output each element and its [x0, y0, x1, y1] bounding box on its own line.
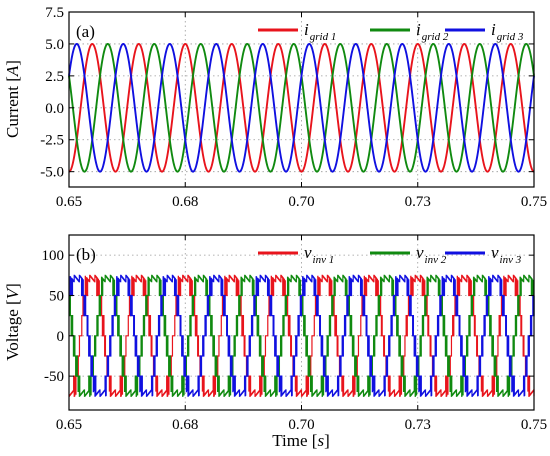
x-tick-label: 0.68 — [172, 417, 198, 433]
y-tick-label: 2.5 — [45, 69, 64, 85]
x-tick-label: 0.70 — [288, 417, 314, 433]
y-tick-label: 100 — [42, 248, 65, 264]
x-tick-label: 0.75 — [521, 194, 547, 210]
x-tick-label: 0.70 — [288, 194, 314, 210]
panel-a-frame — [69, 12, 534, 187]
panel-a-legend: igrid 1 igrid 2 igrid 3 — [258, 20, 524, 43]
panel-a-ylabel: Current [A] — [3, 60, 22, 138]
y-tick-label: -2.5 — [40, 133, 64, 149]
panel-a-series — [68, 42, 535, 173]
legend-label-3: igrid 3 — [491, 20, 524, 43]
x-tick-label: 0.75 — [521, 417, 547, 433]
y-tick-label: 5.0 — [45, 37, 64, 53]
legend-label-1: vinv 1 — [304, 243, 334, 266]
y-tick-label: -5.0 — [40, 165, 64, 181]
panel-a-label: (a) — [76, 22, 95, 41]
panel-b: 0.65 0.68 0.70 0.73 0.75 -50 0 50 100 (b) Voltag… — [3, 234, 547, 450]
panel-b-ylabel: Voltage [V] — [3, 283, 22, 361]
y-tick-label: 0.0 — [45, 101, 64, 117]
series-line-3 — [68, 42, 535, 173]
legend-label-2: igrid 2 — [416, 20, 449, 43]
panel-b-frame — [69, 235, 534, 410]
x-tick-label: 0.73 — [405, 194, 431, 210]
panel-b-legend: vinv 1 vinv 2 vinv 3 — [258, 243, 522, 266]
y-tick-label: 7.5 — [45, 5, 64, 21]
panel-a-ticks: 0.65 0.68 0.70 0.73 0.75 -5.0 -2.5 0.0 2.5 5.0 7.5 — [40, 5, 547, 210]
panel-b-series — [68, 274, 535, 397]
legend-label-1: igrid 1 — [304, 20, 336, 43]
x-tick-label: 0.73 — [405, 417, 431, 433]
x-tick-label: 0.68 — [172, 194, 198, 210]
legend-label-3: vinv 3 — [491, 243, 522, 266]
legend-label-2: vinv 2 — [416, 243, 447, 266]
panel-a: 0.65 0.68 0.70 0.73 0.75 -5.0 -2.5 0.0 2.5 5.0 7.5… — [3, 5, 547, 210]
panel-b-label: (b) — [76, 245, 96, 264]
panel-b-ticks: 0.65 0.68 0.70 0.73 0.75 -50 0 50 100 — [42, 235, 547, 433]
y-tick-label: 0 — [57, 329, 65, 345]
panel-b-xlabel: Time [s] — [272, 431, 330, 450]
x-tick-label: 0.65 — [56, 417, 82, 433]
x-tick-label: 0.65 — [56, 194, 82, 210]
y-tick-label: -50 — [44, 369, 64, 385]
y-tick-label: 50 — [49, 288, 64, 304]
series-line-3 — [69, 274, 535, 397]
